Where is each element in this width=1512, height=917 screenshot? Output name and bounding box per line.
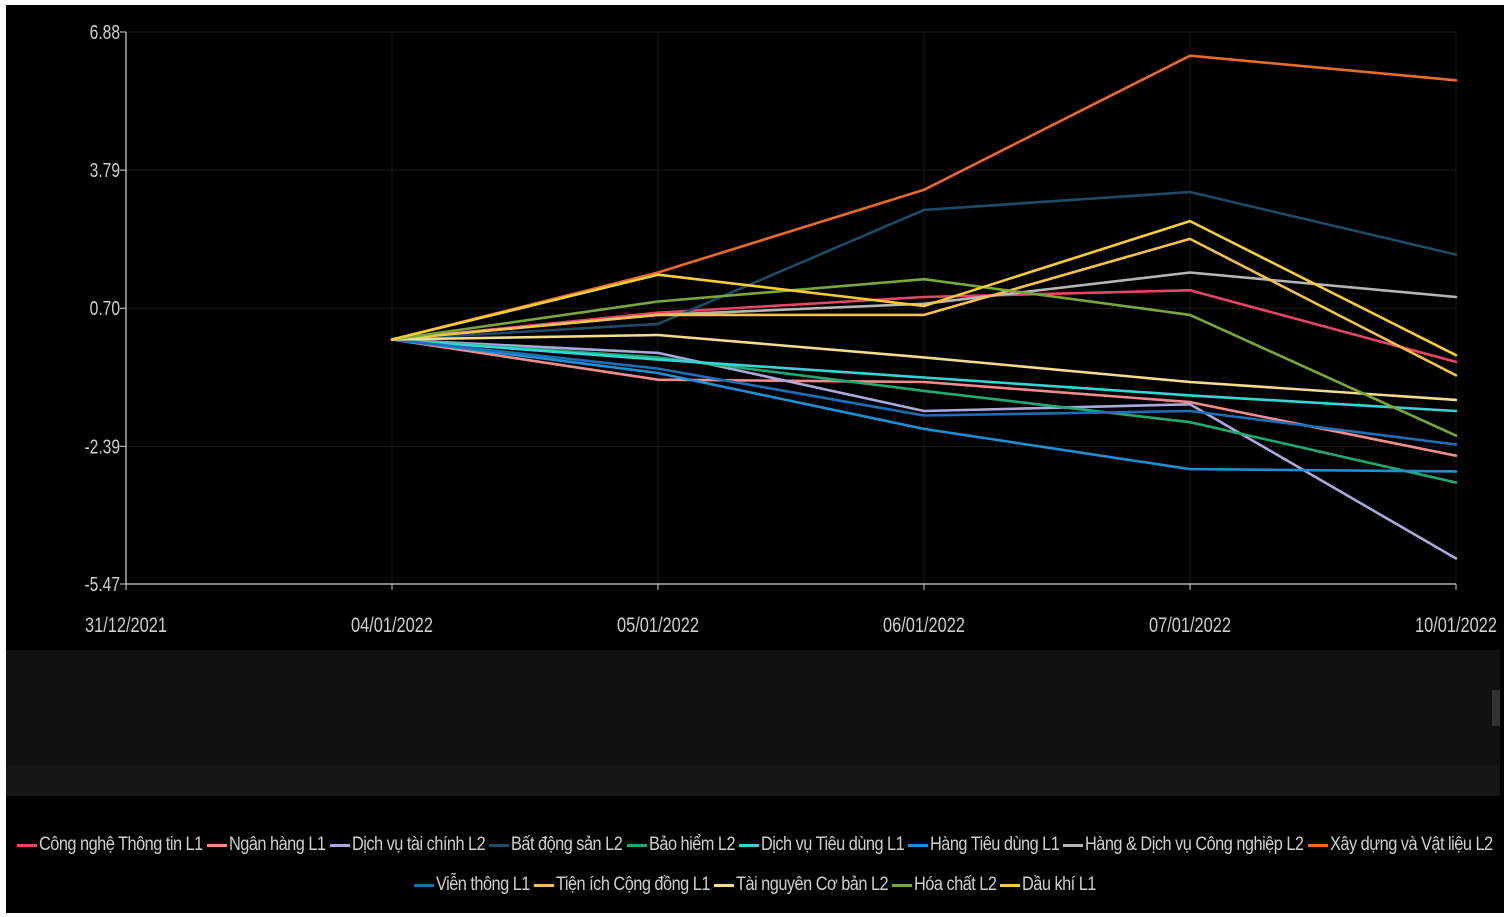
legend-swatch [1000, 883, 1021, 887]
navigator-handle[interactable] [1492, 690, 1500, 726]
legend-label: Dịch vụ Tiêu dùng L1 [761, 834, 905, 855]
legend-item[interactable]: Bảo hiểm L2 [626, 828, 736, 862]
legend-item[interactable]: Tiện ích Cộng đồng L1 [534, 868, 710, 902]
legend-item[interactable]: Hóa chất L2 [891, 868, 997, 902]
series-line[interactable] [390, 338, 1458, 484]
range-navigator[interactable] [6, 650, 1500, 796]
legend-swatch [1063, 843, 1084, 847]
legend-swatch [414, 883, 435, 887]
legend-item[interactable]: Công nghệ Thông tin L1 [17, 828, 204, 862]
legend-item[interactable]: Bất động sản L2 [489, 828, 623, 862]
x-tick-label: 31/12/2021 [85, 613, 167, 636]
legend-item[interactable]: Viễn thông L1 [414, 868, 530, 902]
x-tick-label: 05/01/2022 [617, 613, 699, 636]
legend-label: Công nghệ Thông tin L1 [39, 834, 204, 855]
legend-label: Hàng & Dịch vụ Công nghiệp L2 [1085, 834, 1304, 855]
series-line[interactable] [390, 338, 1458, 446]
y-tick-label: 0.70 [90, 297, 120, 319]
legend: Công nghệ Thông tin L1 Ngân hàng L1 Dịch v… [6, 828, 1504, 908]
y-tick-label: 6.88 [90, 21, 120, 43]
legend-swatch [17, 843, 38, 847]
legend-swatch [626, 843, 647, 847]
legend-label: Bất động sản L2 [511, 834, 623, 855]
series-line[interactable] [390, 219, 1458, 357]
x-tick-label: 07/01/2022 [1149, 613, 1231, 636]
series-line[interactable] [390, 277, 1458, 437]
legend-label: Viễn thông L1 [436, 874, 530, 895]
legend-item[interactable]: Dịch vụ tài chính L2 [330, 828, 486, 862]
x-tick-label: 04/01/2022 [351, 613, 433, 636]
legend-label: Tiện ích Cộng đồng L1 [556, 874, 710, 895]
legend-item[interactable]: Xây dựng và Vật liệu L2 [1308, 828, 1493, 862]
legend-item[interactable]: Hàng & Dịch vụ Công nghiệp L2 [1063, 828, 1304, 862]
legend-item[interactable]: Hàng Tiêu dùng L1 [907, 828, 1060, 862]
series-line[interactable] [390, 190, 1458, 341]
series-line[interactable] [390, 237, 1458, 377]
legend-item[interactable]: Ngân hàng L1 [207, 828, 326, 862]
axes: 31/12/2021 04/01/2022 05/01/2022 06/01/2022… [84, 21, 1497, 636]
series-line[interactable] [390, 338, 1458, 458]
x-tick-label: 06/01/2022 [883, 613, 965, 636]
legend-swatch [330, 843, 351, 847]
legend-swatch [907, 843, 928, 847]
legend-item[interactable]: Dầu khí L1 [1000, 868, 1097, 902]
legend-item[interactable]: Dịch vụ Tiêu dùng L1 [739, 828, 905, 862]
legend-label: Bảo hiểm L2 [648, 834, 736, 855]
legend-label: Hàng Tiêu dùng L1 [929, 834, 1060, 855]
y-tick-label: -2.39 [84, 435, 120, 457]
series-line[interactable] [390, 288, 1458, 364]
legend-swatch [713, 883, 734, 887]
legend-swatch [489, 843, 510, 847]
legend-item[interactable]: Tài nguyên Cơ bản L2 [713, 868, 889, 902]
series-line[interactable] [390, 338, 1458, 560]
series-lines [390, 54, 1458, 560]
legend-swatch [739, 843, 759, 847]
legend-swatch [534, 883, 555, 887]
legend-label: Dịch vụ tài chính L2 [352, 834, 486, 855]
y-tick-label: 3.79 [90, 159, 120, 181]
y-tick-label: -5.47 [84, 573, 120, 595]
series-line[interactable] [390, 338, 1458, 473]
series-line[interactable] [390, 54, 1458, 341]
series-line[interactable] [390, 333, 1458, 402]
legend-swatch [891, 883, 912, 887]
series-line[interactable] [390, 338, 1458, 413]
legend-swatch [207, 843, 228, 847]
legend-label: Ngân hàng L1 [229, 834, 326, 855]
legend-swatch [1308, 843, 1328, 847]
legend-label: Dầu khí L1 [1022, 874, 1097, 895]
legend-label: Hóa chất L2 [913, 874, 997, 895]
navigator-band [6, 766, 1500, 796]
legend-label: Xây dựng và Vật liệu L2 [1330, 834, 1493, 855]
x-tick-label: 10/01/2022 [1415, 613, 1497, 636]
legend-label: Tài nguyên Cơ bản L2 [735, 874, 889, 895]
